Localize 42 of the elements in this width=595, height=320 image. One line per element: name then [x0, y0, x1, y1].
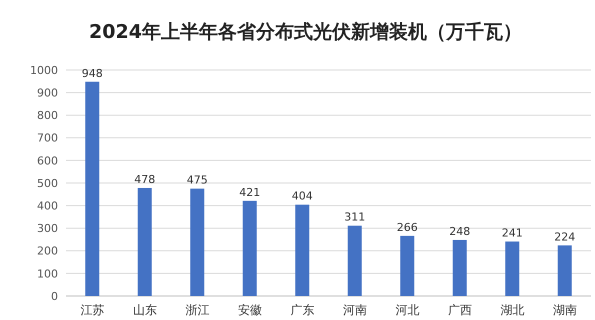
bar [242, 200, 257, 296]
y-tick-label: 800 [37, 109, 58, 122]
bar [505, 242, 520, 296]
y-tick-label: 400 [37, 199, 58, 212]
x-tick-label: 河南 [342, 303, 367, 317]
x-tick-label: 广西 [448, 303, 472, 317]
x-tick-label: 湖北 [500, 303, 524, 317]
data-label: 266 [396, 220, 418, 234]
y-tick-label: 900 [37, 86, 58, 100]
x-tick-label: 广东 [290, 303, 314, 317]
y-tick-label: 200 [37, 244, 58, 258]
bar [295, 204, 310, 296]
data-label: 311 [344, 210, 366, 224]
bar [190, 188, 204, 296]
chart-title: 2024年上半年各省分布式光伏新增装机（万千瓦） [89, 21, 522, 43]
x-tick-label: 安徽 [238, 303, 262, 317]
x-tick-label: 湖南 [552, 303, 577, 317]
x-tick-label: 山东 [132, 303, 157, 317]
data-label: 421 [239, 186, 260, 199]
y-tick-label: 700 [37, 132, 58, 145]
bar [452, 240, 467, 296]
data-label: 478 [134, 172, 156, 186]
y-tick-label: 600 [37, 154, 58, 168]
bar [400, 236, 414, 296]
bar [348, 226, 362, 296]
data-label: 948 [82, 66, 103, 80]
bar [138, 188, 152, 296]
bar [85, 82, 100, 296]
y-tick-label: 300 [37, 222, 58, 236]
data-label: 224 [554, 230, 576, 244]
x-tick-label: 江苏 [80, 303, 104, 317]
data-label: 248 [449, 224, 470, 238]
data-label: 404 [292, 190, 313, 203]
y-tick-label: 100 [37, 267, 58, 280]
y-tick-label: 0 [51, 290, 58, 303]
data-label: 475 [186, 174, 208, 187]
y-tick-label: 1000 [30, 64, 58, 77]
x-tick-label: 浙江 [185, 303, 210, 317]
y-tick-label: 500 [37, 176, 58, 190]
x-tick-label: 河北 [395, 303, 420, 317]
bar [558, 245, 572, 296]
data-label: 241 [502, 226, 523, 240]
